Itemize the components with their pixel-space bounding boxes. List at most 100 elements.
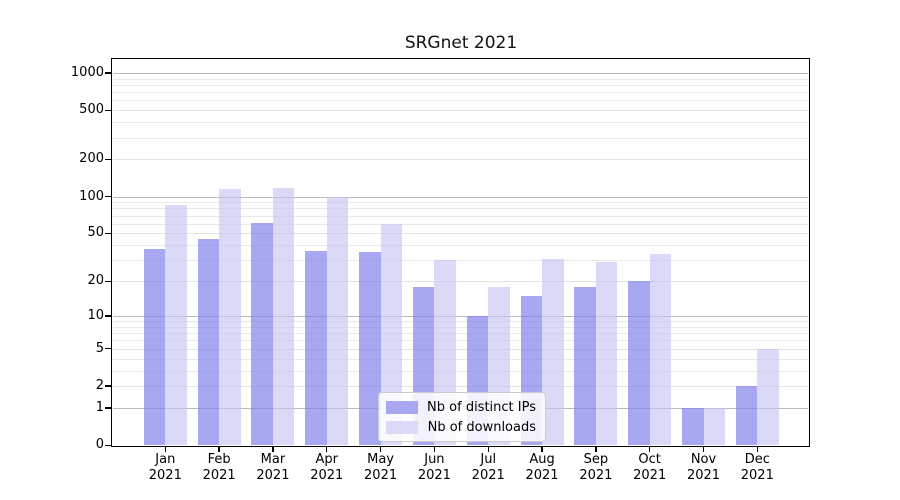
- x-tick-month: Aug: [529, 452, 555, 467]
- x-tick-month: Sep: [583, 452, 609, 467]
- bar-nb-of-distinct-ips-oct-2021: [628, 281, 650, 446]
- y-tick-label-100: 100: [79, 188, 104, 204]
- x-tick-label-apr-2021: Apr 2021: [297, 452, 357, 484]
- legend-item-distinct-ips: Nb of distinct IPs: [386, 399, 536, 415]
- x-tick-label-may-2021: May 2021: [351, 452, 411, 484]
- y-tick-0: [105, 444, 112, 446]
- y-tick-label-10: 10: [87, 308, 104, 324]
- x-tick-feb-2021: [218, 446, 220, 452]
- bar-nb-of-downloads-nov-2021: [703, 407, 725, 446]
- x-tick-jul-2021: [487, 446, 489, 452]
- gridline-y-minor-4: [112, 358, 809, 360]
- legend: Nb of distinct IPs Nb of downloads: [378, 392, 546, 442]
- x-tick-month: Feb: [207, 452, 231, 467]
- x-tick-year: 2021: [417, 468, 451, 483]
- bar-nb-of-downloads-feb-2021: [219, 188, 241, 446]
- gridline-y-minor-6: [112, 340, 809, 342]
- y-tick-200: [105, 158, 112, 161]
- gridline-y-minor-8: [112, 326, 809, 328]
- gridline-y-minor-60: [112, 223, 809, 225]
- x-tick-aug-2021: [541, 446, 543, 452]
- x-tick-month: Jan: [155, 452, 176, 467]
- x-tick-oct-2021: [648, 446, 651, 452]
- y-tick-label-500: 500: [79, 102, 104, 118]
- x-tick-month: Jun: [424, 452, 445, 467]
- bar-nb-of-downloads-may-2021: [380, 223, 403, 446]
- y-tick-label-200: 200: [79, 151, 104, 167]
- x-tick-label-feb-2021: Feb 2021: [189, 452, 249, 484]
- x-tick-year: 2021: [525, 468, 559, 483]
- x-tick-month: May: [367, 452, 395, 467]
- gridline-y-minor-900: [112, 78, 809, 80]
- x-tick-label-nov-2021: Nov 2021: [674, 452, 734, 484]
- gridline-y-100: [112, 196, 809, 198]
- x-tick-month: Jul: [480, 452, 497, 467]
- x-tick-year: 2021: [148, 468, 182, 483]
- legend-item-downloads: Nb of downloads: [386, 419, 536, 435]
- x-tick-label-aug-2021: Aug 2021: [512, 452, 572, 484]
- y-tick-label-5: 5: [95, 340, 104, 356]
- x-tick-jun-2021: [433, 446, 436, 452]
- bar-nb-of-distinct-ips-dec-2021: [735, 386, 758, 446]
- gridline-y-minor-30: [112, 260, 809, 262]
- x-tick-year: 2021: [310, 468, 344, 483]
- gridline-y-50: [112, 233, 809, 235]
- x-tick-mar-2021: [272, 446, 274, 452]
- gridline-y-minor-7: [112, 333, 809, 335]
- bar-nb-of-distinct-ips-may-2021: [359, 252, 381, 446]
- x-tick-label-sep-2021: Sep 2021: [566, 452, 626, 484]
- gridline-y-2: [112, 386, 809, 388]
- gridline-y-5: [112, 348, 809, 350]
- bar-nb-of-distinct-ips-jan-2021: [143, 249, 166, 446]
- x-tick-nov-2021: [702, 446, 705, 452]
- gridline-y-20: [112, 281, 809, 283]
- x-tick-year: 2021: [633, 468, 667, 483]
- x-tick-year: 2021: [471, 468, 505, 483]
- x-tick-sep-2021: [595, 446, 597, 452]
- legend-swatch-distinct-ips: [386, 400, 418, 414]
- gridline-y-minor-9: [112, 321, 809, 323]
- bar-nb-of-distinct-ips-nov-2021: [682, 407, 704, 446]
- y-tick-5: [105, 348, 112, 350]
- y-tick-label-50: 50: [87, 225, 104, 241]
- gridline-y-minor-90: [112, 202, 809, 204]
- gridline-y-10: [112, 316, 809, 318]
- bar-nb-of-distinct-ips-feb-2021: [197, 238, 220, 446]
- x-tick-year: 2021: [686, 468, 721, 483]
- gridline-y-minor-40: [112, 245, 809, 247]
- chart-title: SRGnet 2021: [404, 33, 518, 53]
- x-tick-year: 2021: [579, 468, 613, 483]
- x-tick-year: 2021: [364, 468, 398, 483]
- x-tick-may-2021: [379, 446, 382, 452]
- gridline-y-200: [112, 159, 809, 161]
- gridline-y-minor-70: [112, 215, 809, 217]
- y-tick-10: [105, 315, 112, 317]
- y-tick-label-0: 0: [95, 437, 104, 453]
- y-tick-1000: [105, 72, 112, 74]
- x-tick-month: Oct: [638, 452, 661, 467]
- x-tick-label-mar-2021: Mar 2021: [243, 452, 303, 484]
- gridline-y-minor-80: [112, 208, 809, 210]
- x-tick-month: Mar: [260, 452, 286, 467]
- legend-label-distinct-ips: Nb of distinct IPs: [427, 399, 536, 415]
- y-tick-500: [105, 109, 112, 111]
- y-tick-label-1000: 1000: [70, 64, 104, 80]
- bar-nb-of-distinct-ips-sep-2021: [574, 286, 596, 446]
- bar-nb-of-downloads-mar-2021: [272, 187, 295, 446]
- x-tick-year: 2021: [740, 468, 774, 483]
- legend-label-downloads: Nb of downloads: [427, 419, 536, 435]
- bar-nb-of-downloads-dec-2021: [757, 348, 779, 446]
- gridline-y-minor-600: [112, 100, 809, 102]
- bar-nb-of-downloads-aug-2021: [542, 258, 564, 446]
- gridline-y-minor-400: [112, 122, 809, 124]
- bar-nb-of-downloads-sep-2021: [595, 261, 618, 446]
- x-tick-label-jan-2021: Jan 2021: [135, 452, 195, 484]
- gridline-y-minor-800: [112, 84, 809, 86]
- x-tick-label-jul-2021: Jul 2021: [458, 452, 518, 484]
- y-tick-label-1: 1: [95, 399, 104, 415]
- legend-swatch-downloads: [386, 420, 418, 434]
- gridline-y-minor-700: [112, 92, 809, 94]
- gridline-y-1000: [112, 72, 809, 74]
- x-tick-label-jun-2021: Jun 2021: [404, 452, 464, 484]
- y-tick-1: [105, 407, 112, 409]
